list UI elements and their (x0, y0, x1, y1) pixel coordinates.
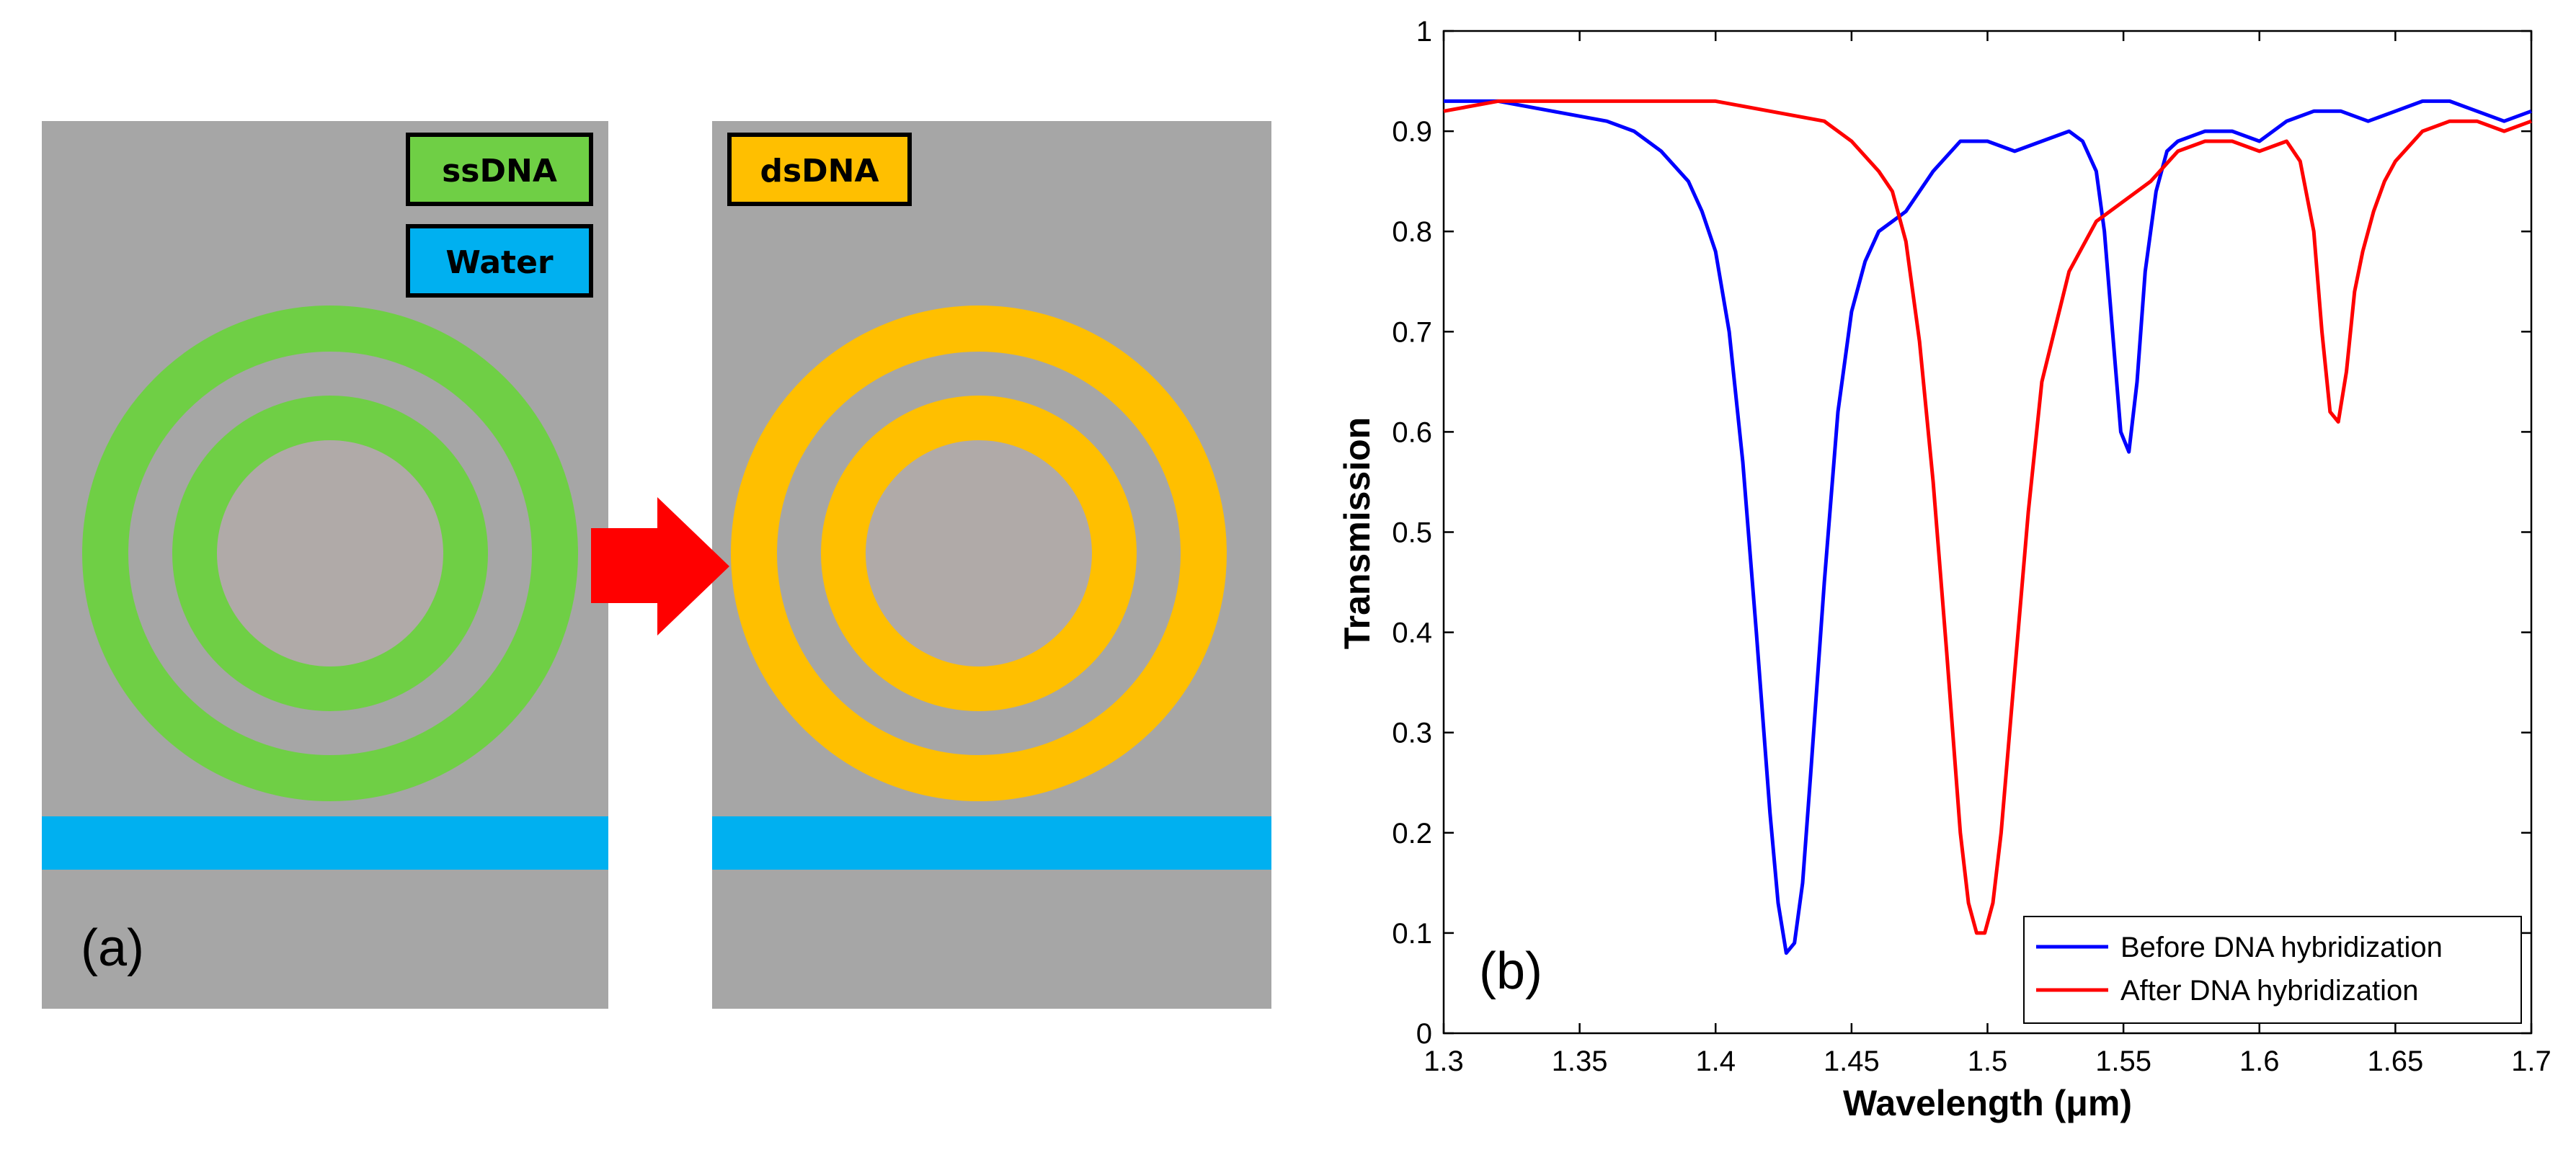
y-tick-label: 0.2 (1392, 818, 1432, 849)
legend-water: Water (406, 224, 593, 298)
plot-area (1442, 30, 2533, 1035)
x-tick-label: 1.65 (2367, 1045, 2423, 1077)
dsdna-inner-ring (821, 396, 1137, 711)
y-tick-label: 0.4 (1392, 617, 1432, 649)
y-tick-label: 0.9 (1392, 116, 1432, 148)
legend-ssdna-label: ssDNA (442, 153, 557, 189)
x-tick-label: 1.5 (1968, 1045, 2008, 1077)
x-tick-label: 1.55 (2095, 1045, 2151, 1077)
x-axis: 1.3 1.35 1.4 1.45 1.5 1.55 1.6 1.65 1.7 (1424, 31, 2551, 1077)
x-tick-label: 1.6 (2239, 1045, 2280, 1077)
panel-b-label: (b) (1479, 942, 1542, 1000)
legend-dsdna: dsDNA (727, 133, 912, 206)
legend-label-before: Before DNA hybridization (2120, 932, 2443, 963)
x-tick-label: 1.4 (1695, 1045, 1736, 1077)
series-before-line (1444, 99, 2532, 955)
transition-arrow (591, 497, 729, 636)
y-axis: 0 0.1 0.2 0.3 0.4 0.5 0.6 0.7 0.8 0.9 1 (1392, 16, 2531, 1050)
legend-box (2023, 916, 2522, 1024)
x-tick-label: 1.35 (1552, 1045, 1608, 1077)
x-tick-label: 1.7 (2511, 1045, 2551, 1077)
panel-a-label: (a) (81, 919, 144, 977)
chart-legend: Before DNA hybridization After DNA hybri… (2023, 916, 2522, 1024)
x-tick-label: 1.3 (1424, 1045, 1464, 1077)
legend-label-after: After DNA hybridization (2120, 975, 2419, 1007)
legend-ssdna: ssDNA (406, 133, 593, 206)
left-waveguide (42, 816, 608, 870)
series-layer (1443, 99, 2532, 955)
panel-a: ssDNA Water dsDNA (a) (42, 121, 1271, 1009)
y-tick-label: 0.8 (1392, 216, 1432, 248)
y-tick-label: 0.6 (1392, 416, 1432, 448)
series-after-line (1443, 99, 2532, 935)
y-axis-label: Transmission (1337, 417, 1377, 649)
y-tick-label: 0.1 (1392, 918, 1432, 950)
ssdna-inner-ring (172, 396, 488, 711)
y-tick-label: 0.7 (1392, 316, 1432, 348)
dsdna-outer-ring (731, 306, 1227, 801)
panel-b-chart: 0 0.1 0.2 0.3 0.4 0.5 0.6 0.7 0.8 0.9 1 1.3 1.35 1.4… (1337, 16, 2551, 1123)
x-axis-label: Wavelength (μm) (1843, 1083, 2132, 1123)
legend-dsdna-label: dsDNA (760, 153, 879, 189)
y-tick-label: 0.5 (1392, 517, 1432, 549)
legend-water-label: Water (445, 244, 554, 281)
y-tick-label: 0.3 (1392, 718, 1432, 749)
ssdna-outer-ring (82, 306, 578, 801)
right-waveguide (712, 816, 1271, 870)
y-tick-label: 1 (1416, 16, 1432, 48)
y-tick-label: 0 (1416, 1018, 1432, 1050)
x-tick-label: 1.45 (1824, 1045, 1880, 1077)
